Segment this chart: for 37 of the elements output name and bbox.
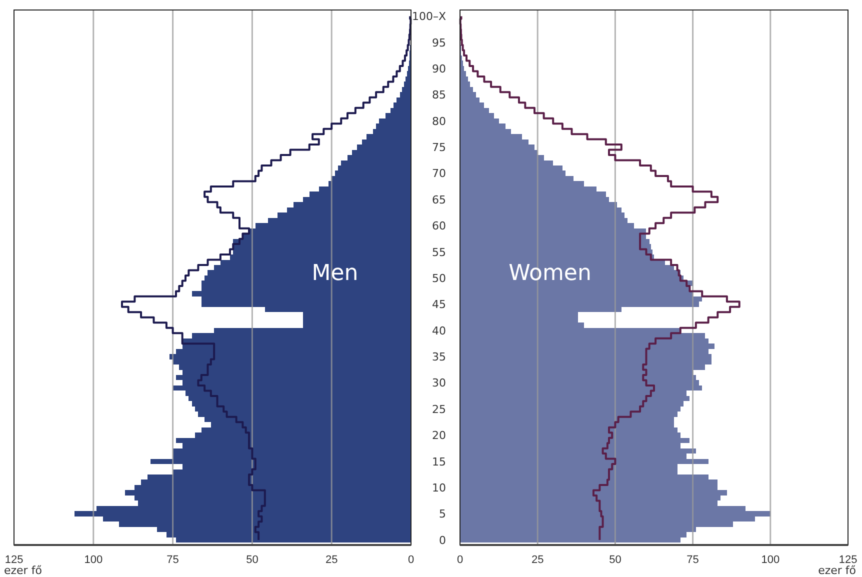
x-tick-label: 75 (686, 554, 699, 566)
annotation: Women (508, 261, 592, 286)
x-tick-label: 125 (4, 554, 24, 566)
x-tick-label: 75 (166, 554, 179, 566)
y-tick-label: 25 (432, 402, 446, 416)
y-tick-label: 40 (432, 324, 446, 338)
x-axis-title: ezer fő (818, 564, 856, 577)
x-tick-label: 50 (246, 554, 258, 566)
y-tick-label: 70 (432, 167, 446, 180)
y-tick-label: 90 (432, 62, 446, 76)
x-tick-label: 25 (325, 554, 338, 566)
y-tick-label: 50 (432, 272, 446, 285)
y-tick-label: 95 (432, 36, 446, 50)
x-tick-label: 50 (609, 554, 622, 566)
y-tick-label: 30 (432, 376, 446, 390)
x-tick-label: 100 (84, 554, 103, 566)
x-tick-label: 25 (531, 554, 544, 566)
x-tick-label: 0 (456, 554, 464, 566)
y-tick-label: 80 (432, 114, 446, 128)
y-tick-label: 75 (432, 141, 446, 154)
y-tick-label: 65 (432, 193, 446, 206)
y-tick-label: 10 (432, 481, 446, 494)
y-tick-label: 60 (432, 220, 446, 233)
x-axis-title: ezer fő (4, 564, 42, 577)
y-tick-label: 0 (439, 534, 446, 547)
y-tick-label: 20 (432, 429, 446, 442)
y-tick-label: 85 (432, 88, 446, 102)
y-tick-label: 15 (432, 455, 446, 468)
y-tick-label: 35 (432, 350, 446, 364)
y-tick-label: 100–X (412, 10, 446, 24)
y-tick-label: 45 (432, 298, 446, 312)
annotation: Men (312, 261, 358, 286)
x-tick-label: 100 (761, 554, 780, 566)
x-tick-label: 0 (408, 554, 414, 566)
y-tick-label: 55 (432, 246, 446, 259)
x-tick-label: 125 (838, 554, 858, 566)
y-tick-label: 5 (439, 508, 446, 521)
